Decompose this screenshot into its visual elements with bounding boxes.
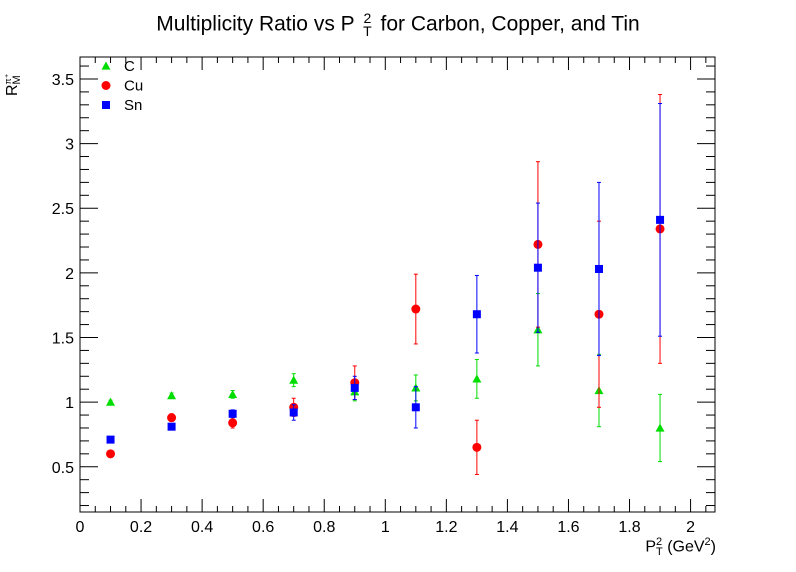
x-tick-label: 0.2 — [130, 519, 152, 536]
data-point — [106, 397, 116, 406]
xlabel-unit-sup: 2 — [704, 536, 711, 548]
title-sup: 2 — [363, 10, 372, 26]
data-point — [106, 435, 115, 444]
data-point — [350, 383, 359, 392]
xlabel-sup: 2 — [656, 536, 663, 549]
y-tick-label: 2.5 — [52, 201, 74, 218]
data-point — [167, 422, 176, 431]
series-cu — [106, 93, 665, 476]
data-point — [533, 263, 542, 272]
y-tick-label: 3.5 — [52, 72, 74, 89]
x-tick-label: 0.8 — [313, 519, 335, 536]
data-point — [411, 304, 421, 314]
data-point — [411, 403, 420, 412]
data-point — [228, 409, 237, 418]
data-point — [594, 264, 603, 273]
legend-label: C — [124, 58, 135, 75]
series-sn — [106, 103, 665, 444]
title-post: for Carbon, Copper, and Tin — [374, 12, 640, 36]
x-tick-label: 1.6 — [557, 519, 579, 536]
x-tick-label: 0.4 — [191, 519, 213, 536]
data-point — [228, 418, 238, 428]
x-tick-label: 0.6 — [252, 519, 274, 536]
data-point — [289, 408, 298, 417]
y-tick-label: 0.5 — [52, 460, 74, 477]
x-tick-label: 0 — [76, 519, 85, 536]
data-point — [167, 391, 177, 400]
data-point — [228, 389, 238, 398]
data-points — [106, 93, 665, 476]
data-point — [472, 374, 482, 383]
legend-label: Sn — [124, 97, 142, 114]
data-point — [106, 449, 116, 459]
x-tick-label: 1.2 — [435, 519, 457, 536]
data-point — [167, 413, 177, 423]
axes: 0 0.2 0.4 0.6 0.8 1 1.2 1.4 1.6 1.8 2 0.5 1 1.5 2 2.5 3 3… — [52, 56, 716, 536]
x-tick-label: 1.4 — [496, 519, 518, 536]
data-point — [472, 442, 482, 452]
legend-marker — [101, 61, 111, 70]
xlabel-base: P — [645, 538, 657, 556]
x-tick-label: 1.8 — [618, 519, 640, 536]
title-sub: T — [363, 23, 372, 39]
legend: C Cu Sn — [101, 58, 143, 114]
xlabel-sub: T — [656, 546, 663, 559]
legend-marker — [102, 101, 110, 109]
data-point — [656, 215, 665, 224]
data-point — [655, 423, 665, 432]
chart-title: Multiplicity Ratio vs P 2 T for Carbon, … — [0, 10, 796, 39]
legend-label: Cu — [124, 78, 143, 95]
y-tick-label: 2 — [65, 266, 74, 283]
xlabel-unit: (GeV — [662, 538, 705, 556]
y-tick-label: 1 — [65, 395, 74, 412]
x-tick-label: 2 — [686, 519, 695, 536]
plot-frame — [79, 56, 716, 513]
data-point — [472, 310, 481, 319]
y-tick-label: 3 — [65, 137, 74, 154]
title-pre: Multiplicity Ratio vs P — [156, 12, 355, 36]
legend-marker — [101, 81, 111, 90]
y-tick-label: 1.5 — [52, 330, 74, 347]
xlabel-close: ) — [710, 538, 716, 556]
data-point — [289, 375, 299, 384]
x-tick-label: 1 — [381, 519, 390, 536]
series-c — [106, 293, 665, 463]
